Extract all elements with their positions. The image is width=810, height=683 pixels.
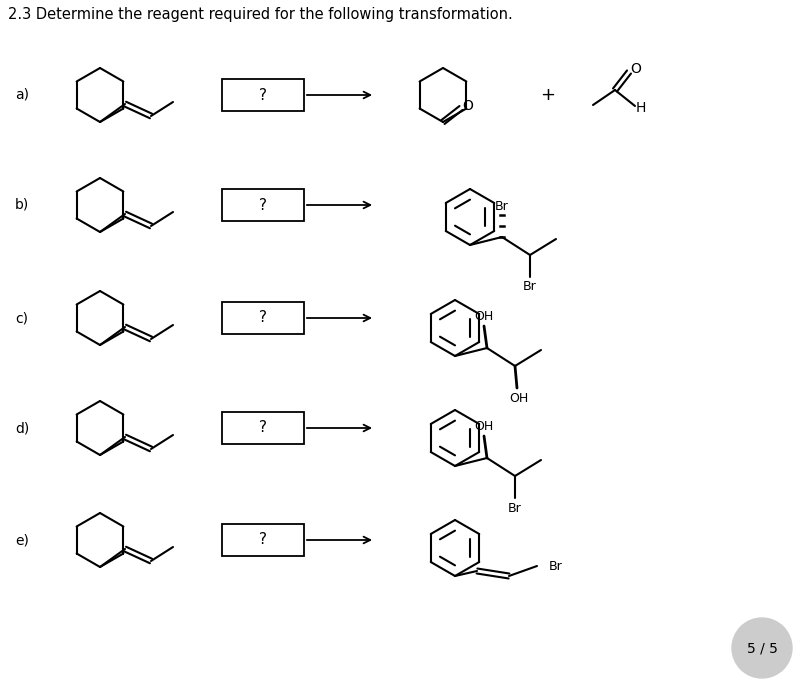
- Text: a): a): [15, 88, 29, 102]
- Text: ?: ?: [259, 533, 267, 548]
- Bar: [222, 524, 304, 556]
- Bar: [222, 79, 304, 111]
- Text: OH: OH: [475, 309, 493, 322]
- Bar: [222, 412, 304, 444]
- Text: 2.3 Determine the reagent required for the following transformation.: 2.3 Determine the reagent required for t…: [8, 7, 513, 21]
- Text: e): e): [15, 533, 29, 547]
- Bar: [222, 302, 304, 334]
- Text: OH: OH: [509, 391, 529, 404]
- Text: O: O: [630, 62, 642, 76]
- Text: b): b): [15, 198, 29, 212]
- Text: ?: ?: [259, 311, 267, 326]
- Bar: [222, 189, 304, 221]
- Text: 5 / 5: 5 / 5: [747, 641, 778, 655]
- Text: O: O: [463, 99, 473, 113]
- Text: Br: Br: [549, 559, 563, 572]
- Text: ?: ?: [259, 421, 267, 436]
- Text: Br: Br: [495, 201, 509, 214]
- Text: OH: OH: [475, 419, 493, 432]
- Text: +: +: [540, 86, 556, 104]
- Text: Br: Br: [523, 281, 537, 294]
- Text: ?: ?: [259, 197, 267, 212]
- Text: ?: ?: [259, 87, 267, 102]
- Text: c): c): [15, 311, 28, 325]
- Text: H: H: [636, 101, 646, 115]
- Text: d): d): [15, 421, 29, 435]
- Text: Br: Br: [508, 501, 522, 514]
- Circle shape: [732, 618, 792, 678]
